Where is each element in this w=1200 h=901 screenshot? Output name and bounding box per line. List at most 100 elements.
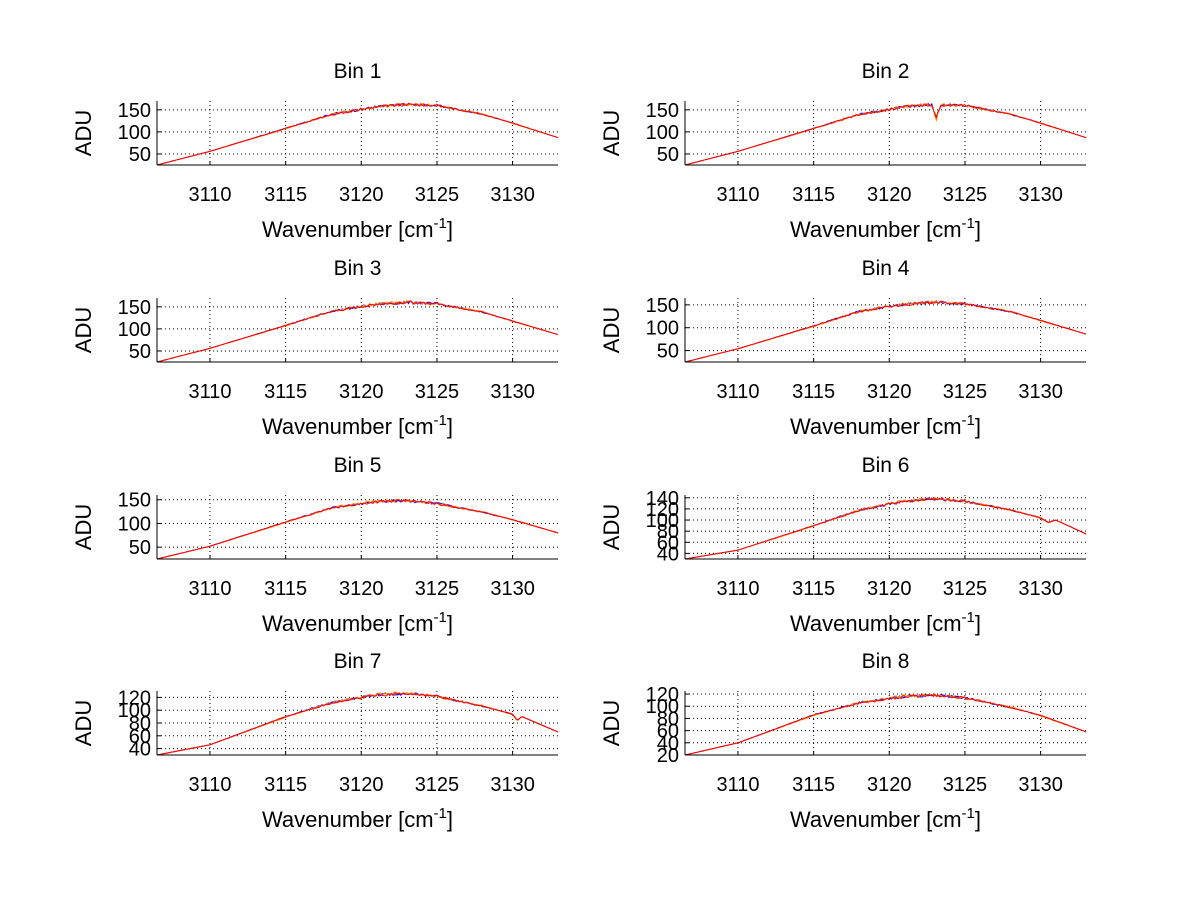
- panel-6-xlabel-sup: -1: [962, 609, 975, 626]
- panel-4-xtick-label-0: 3110: [716, 381, 759, 403]
- panel-4-xtick-label-3: 3125: [943, 381, 988, 403]
- panel-3-series-1: [156, 300, 559, 363]
- panel-7-xlabel-tail: ]: [447, 807, 453, 832]
- panel-2-series-2: [684, 102, 1087, 166]
- panel-5-xlabel: Wavenumber [cm-1]: [262, 609, 453, 636]
- panel-7-ytick-label-3: 100: [118, 700, 151, 722]
- panel-1-xlabel: Wavenumber [cm-1]: [262, 215, 453, 242]
- panel-5-xtick-label-4: 3130: [490, 578, 535, 600]
- panel-6-xtick-label-2: 3120: [867, 578, 912, 600]
- panel-4-ytick-label-0: 50: [657, 341, 679, 363]
- panel-3-xtick-label-1: 3115: [264, 381, 307, 403]
- panel-3-title: Bin 3: [334, 257, 382, 280]
- panel-8-ytick-label-4: 100: [646, 696, 679, 718]
- panel-4-series-3: [684, 300, 1087, 363]
- panel-3-xlabel-tail: ]: [447, 414, 453, 439]
- panel-4-ylabel: ADU: [599, 307, 624, 353]
- panel-7-series-3: [156, 692, 559, 756]
- panel-1-xtick-label-1: 3115: [264, 184, 307, 206]
- panel-5-xtick-label-1: 3115: [264, 578, 307, 600]
- panel-5-series-2: [156, 498, 559, 560]
- panel-7-xlabel-sup: -1: [434, 805, 447, 822]
- panel-5-xtick-label-0: 3110: [188, 578, 231, 600]
- panel-3-xtick-label-2: 3120: [339, 381, 384, 403]
- panel-6-ylabel: ADU: [599, 504, 624, 550]
- panel-8-xlabel-sup: -1: [962, 805, 975, 822]
- panel-1-xlabel-main: Wavenumber [cm: [262, 217, 434, 242]
- panel-5-ytick-label-1: 100: [118, 513, 151, 535]
- panel-8-ytick-label-2: 60: [657, 721, 679, 743]
- panel-6-ytick-label-1: 60: [657, 532, 679, 554]
- panel-2-series-3: [684, 103, 1087, 166]
- panel-1-series-3: [156, 102, 559, 166]
- panel-4-xlabel-tail: ]: [975, 414, 981, 439]
- panel-7-ylabel: ADU: [71, 700, 96, 746]
- panel-5-series-1: [156, 499, 559, 560]
- panel-6-ytick-label-3: 100: [646, 510, 679, 532]
- panel-4-series-2: [684, 300, 1087, 363]
- panel-3-ytick-label-0: 50: [129, 341, 151, 363]
- panel-4-xtick-label-2: 3120: [867, 381, 912, 403]
- panel-1-ytick-label-0: 50: [129, 144, 151, 166]
- panel-5-ytick-label-0: 50: [129, 537, 151, 559]
- panel-2-xtick-label-0: 3110: [716, 184, 759, 206]
- panel-1-xtick-label-3: 3125: [415, 184, 460, 206]
- panel-2-xtick-label-1: 3115: [792, 184, 835, 206]
- panel-5-xtick-label-2: 3120: [339, 578, 384, 600]
- panel-8-xlabel-tail: ]: [975, 807, 981, 832]
- panel-1-xtick-label-0: 3110: [188, 184, 231, 206]
- panel-2-ytick-label-1: 100: [646, 122, 679, 144]
- panel-4-ytick-label-2: 150: [646, 295, 679, 317]
- panel-5-ylabel: ADU: [71, 504, 96, 550]
- panel-5-series-3: [156, 498, 559, 560]
- panel-8-ytick-label-3: 80: [657, 708, 679, 730]
- panel-3-ylabel: ADU: [71, 307, 96, 353]
- panel-8-ytick-label-1: 40: [657, 733, 679, 755]
- panel-2-xlabel-sup: -1: [962, 215, 975, 232]
- panel-4-xlabel-sup: -1: [962, 412, 975, 429]
- panel-2-xtick-label-4: 3130: [1018, 184, 1063, 206]
- panel-8-series-3: [684, 693, 1087, 756]
- panel-8-xtick-label-2: 3120: [867, 774, 912, 796]
- panel-7-xtick-label-2: 3120: [339, 774, 384, 796]
- panel-6-title: Bin 6: [862, 454, 910, 477]
- panel-8-series-1: [684, 693, 1087, 756]
- panel-1-ytick-label-2: 150: [118, 100, 151, 122]
- panel-6-series-1: [684, 497, 1087, 560]
- panel-8-xtick-label-0: 3110: [716, 774, 759, 796]
- panel-5-xlabel-main: Wavenumber [cm: [262, 611, 434, 636]
- panel-3-series-2: [156, 300, 559, 363]
- panel-7-xtick-label-3: 3125: [415, 774, 460, 796]
- panel-6-xlabel-tail: ]: [975, 611, 981, 636]
- panel-5-title: Bin 5: [334, 454, 382, 477]
- panel-1-xtick-label-2: 3120: [339, 184, 384, 206]
- panel-6-ytick-label-2: 80: [657, 521, 679, 543]
- panel-2-series-1: [684, 102, 1087, 166]
- panel-6-xlabel: Wavenumber [cm-1]: [790, 609, 981, 636]
- panel-2-xtick-label-3: 3125: [943, 184, 988, 206]
- panel-6-ytick-label-5: 140: [646, 488, 679, 510]
- panel-1-ylabel: ADU: [71, 110, 96, 156]
- panel-7-series-1: [156, 692, 559, 756]
- panel-6-xtick-label-1: 3115: [792, 578, 835, 600]
- panel-7-xtick-label-1: 3115: [264, 774, 307, 796]
- panel-6-xlabel-main: Wavenumber [cm: [790, 611, 962, 636]
- panel-1-ytick-label-1: 100: [118, 122, 151, 144]
- panel-2-xlabel: Wavenumber [cm-1]: [790, 215, 981, 242]
- panel-8-xlabel: Wavenumber [cm-1]: [790, 805, 981, 832]
- panel-7-ytick-label-4: 120: [118, 687, 151, 709]
- panel-7-ytick-label-1: 60: [129, 726, 151, 748]
- panel-4-ytick-label-1: 100: [646, 318, 679, 340]
- panel-1-title: Bin 1: [334, 60, 382, 83]
- panel-3-xlabel-sup: -1: [434, 412, 447, 429]
- panel-8-ytick-label-0: 20: [657, 745, 679, 767]
- panel-3-xtick-label-3: 3125: [415, 381, 460, 403]
- panel-1-xlabel-tail: ]: [447, 217, 453, 242]
